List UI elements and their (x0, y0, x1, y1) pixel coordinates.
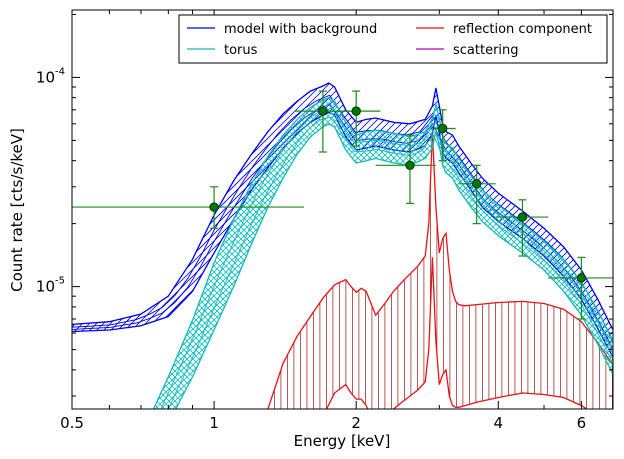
data-point-3 (375, 134, 436, 204)
lower-curve-torus (175, 123, 613, 409)
hatch-line (141, 97, 259, 409)
upper-curve-reflection-component (267, 131, 613, 409)
legend-label-scattering: scattering (453, 43, 519, 58)
data-point-marker (318, 106, 328, 116)
lower-curve-reflection-component (325, 257, 588, 409)
x-tick-label: 0.5 (60, 414, 84, 432)
hatch-line (620, 0, 624, 459)
y-tick-label: 10 (36, 68, 55, 86)
series-reflection-component (267, 131, 613, 409)
data-point-marker (576, 273, 587, 283)
legend-label-torus: torus (224, 43, 258, 58)
legend-label-model: model with background (224, 22, 377, 37)
hatch-line (72, 83, 442, 358)
hatch-line (141, 97, 463, 409)
hatch-line (141, 97, 469, 409)
x-tick-label: 6 (577, 414, 587, 432)
legend-label-reflection: reflection component (453, 22, 592, 37)
mid-curve-torus (160, 107, 613, 409)
hatch-line (0, 0, 6, 459)
hatch-line (141, 97, 481, 409)
hatch-line (0, 0, 6, 459)
axis-ticks (71, 10, 614, 409)
data-point-0 (72, 186, 304, 229)
data-point-marker (405, 160, 415, 171)
data-point-4 (433, 109, 456, 162)
hatch-line (141, 97, 253, 409)
hatch-line (141, 97, 247, 409)
data-point-7 (548, 256, 613, 320)
hatch-line (72, 83, 449, 358)
hatch-line (141, 97, 265, 409)
mid-curve-torus (167, 116, 613, 409)
data-point-5 (458, 164, 496, 225)
hatch-line (618, 0, 624, 459)
hatch-line (614, 0, 624, 459)
hatch-line (309, 83, 613, 358)
hatch-line (141, 97, 487, 409)
x-axis-label: Energy [keV] (294, 432, 391, 450)
data-point-marker (437, 123, 448, 134)
y-tick-label-exponent: -4 (55, 66, 65, 77)
upper-curve-model-with-background (72, 82, 613, 331)
upper-curve-torus (152, 96, 613, 409)
x-tick-label: 1 (209, 414, 219, 432)
hatch-line (141, 97, 475, 409)
data-points-layer (72, 90, 613, 320)
data-point-6 (495, 199, 549, 257)
hatch-line (281, 83, 613, 358)
plot-frame (71, 9, 614, 410)
y-axis-label: Count rate [cts/s/keV] (8, 128, 26, 292)
y-tick-label: 10 (36, 278, 55, 296)
data-point-marker (517, 212, 528, 222)
x-tick-label: 2 (351, 414, 361, 432)
hatch-line (72, 83, 456, 358)
plot-area (72, 10, 613, 409)
data-point-2 (332, 90, 381, 147)
axis-tick-labels: 0.5 1 2 4 610-410-5 (36, 66, 586, 432)
legend: model with background reflection compone… (178, 14, 608, 64)
x-tick-label: 4 (494, 414, 504, 432)
data-point-marker (471, 179, 482, 189)
hatch-line (614, 0, 624, 459)
data-point-marker (351, 106, 361, 116)
y-tick-label-exponent: -5 (55, 276, 65, 287)
hatch-line (620, 0, 624, 459)
data-point-marker (209, 202, 219, 212)
hatch-line (0, 0, 7, 459)
legend-box (178, 14, 608, 64)
hatch-line (288, 83, 613, 358)
band-hatch-reflection-component (273, 182, 613, 409)
